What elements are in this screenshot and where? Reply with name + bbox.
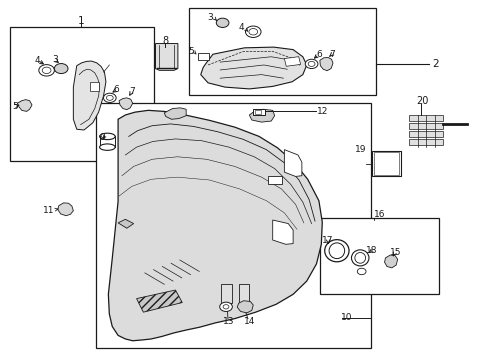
Circle shape [248,28,257,35]
Text: 4: 4 [35,56,41,65]
Circle shape [106,95,113,100]
Circle shape [103,93,116,103]
Text: 10: 10 [340,313,352,322]
Polygon shape [118,219,133,228]
Text: 18: 18 [366,246,377,255]
Circle shape [219,302,232,311]
Text: 9: 9 [100,132,105,141]
Text: 17: 17 [322,235,333,244]
Polygon shape [58,203,73,216]
Bar [408,131,442,137]
Circle shape [357,268,366,275]
Text: 5: 5 [12,102,18,111]
Bar [284,57,300,66]
Text: 6: 6 [315,50,321,59]
Text: 3: 3 [52,55,58,64]
Text: 1: 1 [77,16,84,26]
Polygon shape [136,290,182,312]
Polygon shape [249,109,274,122]
Ellipse shape [100,144,115,150]
Circle shape [39,64,54,76]
Bar [221,284,231,303]
Circle shape [54,64,68,73]
Polygon shape [73,61,106,130]
Polygon shape [108,111,322,341]
Text: 7: 7 [328,50,334,59]
Ellipse shape [324,240,348,262]
Bar [238,284,249,303]
Text: 6: 6 [114,85,119,94]
Text: 3: 3 [207,13,213,22]
Bar [267,176,282,184]
Ellipse shape [354,252,365,263]
Text: 15: 15 [388,248,400,257]
Text: 12: 12 [316,107,327,116]
Bar [373,153,398,175]
Bar [371,151,400,176]
Polygon shape [155,44,178,70]
Bar [90,82,99,91]
Polygon shape [18,100,32,111]
Circle shape [223,305,228,309]
Text: 5: 5 [188,47,194,56]
Polygon shape [201,47,306,89]
Text: 8: 8 [162,36,168,46]
Polygon shape [164,108,186,119]
Circle shape [216,18,228,27]
Text: 14: 14 [243,316,255,325]
Bar [253,109,265,115]
Polygon shape [384,255,397,268]
Text: 20: 20 [415,96,427,107]
Text: 13: 13 [223,316,234,325]
Polygon shape [237,301,253,313]
Text: 16: 16 [373,210,385,219]
Ellipse shape [351,250,368,266]
Bar [408,123,442,129]
Bar [408,139,442,145]
Circle shape [305,59,317,68]
Text: 19: 19 [355,145,366,154]
Polygon shape [272,220,292,244]
Ellipse shape [100,133,115,140]
Polygon shape [319,58,332,71]
Circle shape [307,62,314,66]
Bar [319,217,438,294]
Circle shape [42,67,51,73]
Polygon shape [119,98,132,110]
Bar [96,103,370,348]
Text: 11: 11 [43,206,55,215]
Bar [198,53,208,60]
Bar [254,110,260,114]
Bar [188,8,375,95]
Circle shape [245,26,261,37]
Bar [10,27,153,161]
Text: 4: 4 [238,23,244,32]
Text: 2: 2 [431,59,438,69]
Polygon shape [284,150,301,176]
Text: 7: 7 [128,87,134,96]
Ellipse shape [328,243,344,258]
Bar [408,115,442,121]
